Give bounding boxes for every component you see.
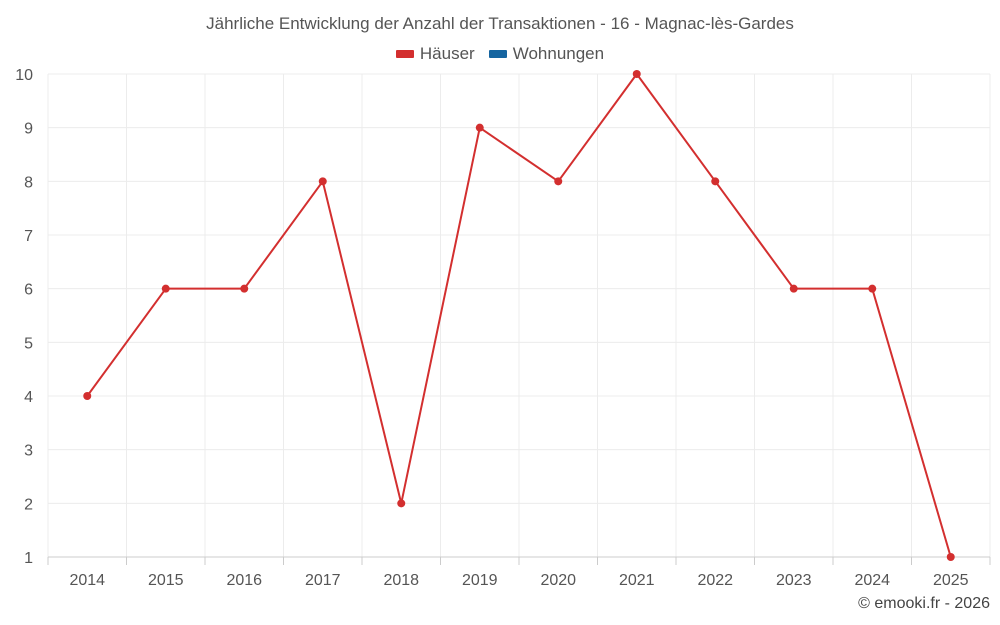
credit-text: © emooki.fr - 2026 (858, 595, 990, 612)
legend-label-haeuser: Häuser (419, 44, 475, 63)
data-point[interactable] (711, 177, 720, 186)
data-point[interactable] (240, 284, 249, 293)
y-tick-label: 1 (24, 550, 33, 567)
y-tick-label: 10 (15, 67, 33, 84)
legend-item-wohnungen[interactable]: Wohnungen (488, 44, 605, 64)
x-tick-label: 2015 (148, 572, 184, 589)
data-point[interactable] (868, 284, 877, 293)
y-tick-label: 7 (24, 228, 33, 245)
y-tick-label: 5 (24, 335, 33, 352)
y-tick-label: 8 (24, 174, 33, 191)
chart-legend: Häuser Wohnungen (0, 44, 1000, 64)
y-tick-label: 6 (24, 282, 33, 299)
legend-label-wohnungen: Wohnungen (512, 44, 605, 63)
data-point[interactable] (83, 392, 92, 400)
legend-item-haeuser[interactable]: Häuser (395, 44, 475, 64)
x-tick-label: 2017 (305, 572, 341, 589)
x-tick-label: 2024 (854, 572, 890, 589)
data-point[interactable] (789, 284, 798, 293)
x-tick-label: 2018 (383, 572, 419, 589)
x-tick-label: 2019 (462, 572, 498, 589)
data-point[interactable] (946, 553, 955, 561)
x-tick-label: 2025 (933, 572, 969, 589)
series-layer (83, 70, 955, 561)
x-tick-label: 2016 (226, 572, 262, 589)
chart-title: Jährliche Entwicklung der Anzahl der Tra… (206, 14, 794, 33)
y-tick-label: 4 (24, 389, 33, 406)
data-point[interactable] (554, 177, 563, 186)
x-tick-label: 2022 (697, 572, 733, 589)
x-tick-label: 2020 (540, 572, 576, 589)
y-tick-label: 2 (24, 496, 33, 513)
y-tick-label: 3 (24, 443, 33, 460)
legend-swatch-wohnungen (488, 50, 507, 58)
axes: 1 2 3 4 5 6 7 8 9 10 2014 2015 2016 2017 2018 2019 2020 2… (15, 67, 991, 589)
data-point[interactable] (161, 284, 170, 293)
grid (47, 73, 991, 557)
series-line-0 (86, 73, 952, 558)
data-point[interactable] (318, 177, 327, 186)
x-tick-label: 2021 (619, 572, 655, 589)
x-tick-label: 2023 (776, 572, 812, 589)
data-point[interactable] (632, 70, 641, 78)
y-tick-label: 9 (24, 121, 33, 138)
data-point[interactable] (397, 499, 406, 508)
data-point[interactable] (475, 123, 484, 132)
legend-swatch-haeuser (395, 50, 414, 58)
x-tick-label: 2014 (69, 572, 105, 589)
